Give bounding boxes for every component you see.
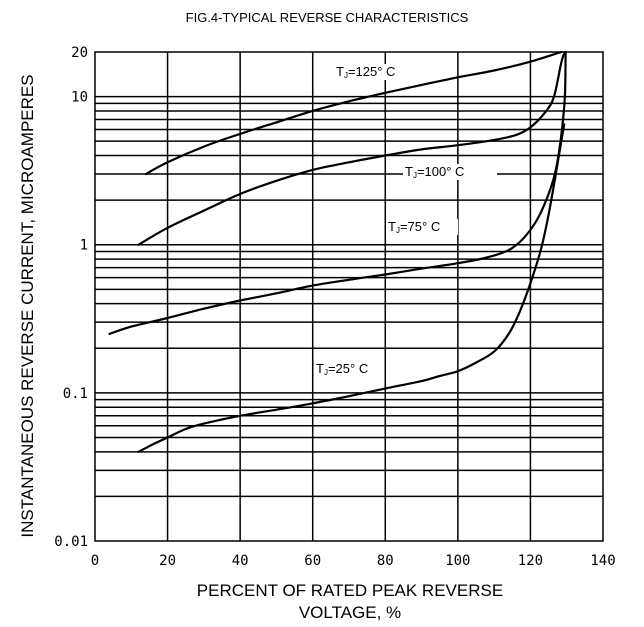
y-tick-labels: 20 10 1 0.1 0.01: [54, 45, 88, 550]
x-tick-label: 40: [232, 553, 249, 569]
y-tick-label: 10: [71, 90, 88, 106]
curve-25c: [137, 123, 566, 453]
curve-label-background: [314, 361, 384, 377]
curve-label: TJ=75° C: [388, 219, 440, 235]
y-tick-label: 0.01: [54, 534, 88, 550]
curve-label: TJ=25° C: [316, 361, 368, 377]
curve-label-background: [386, 219, 458, 235]
x-axis-label-line1: PERCENT OF RATED PEAK REVERSE: [197, 581, 503, 600]
x-tick-label: 140: [590, 553, 615, 569]
x-tick-label: 120: [518, 553, 543, 569]
x-tick-label: 60: [304, 553, 321, 569]
x-tick-label: 0: [91, 553, 99, 569]
y-tick-label: 0.1: [63, 386, 88, 402]
curve-labels: TJ=125° C TJ=100° C TJ=75° C TJ=25° C: [314, 64, 497, 377]
curve-label-background: [334, 64, 440, 80]
x-tick-label: 80: [377, 553, 394, 569]
plot-frame: [94, 51, 604, 542]
curve-label: TJ=100° C: [405, 164, 464, 180]
x-tick-label: 20: [159, 553, 176, 569]
x-tick-label: 100: [445, 553, 470, 569]
curve-125c: [144, 50, 563, 176]
curve-100c: [137, 50, 566, 246]
curve-label-background: [403, 164, 497, 180]
chart-title: FIG.4-TYPICAL REVERSE CHARACTERISTICS: [186, 10, 469, 25]
y-axis-label: INSTANTANEOUS REVERSE CURRENT, MICROAMPE…: [18, 74, 37, 537]
x-axis-label-line2: VOLTAGE, %: [299, 603, 401, 622]
y-tick-label: 1: [80, 238, 88, 254]
curves: [108, 50, 567, 453]
y-tick-label: 20: [71, 45, 88, 61]
grid: [95, 52, 603, 541]
x-tick-labels: 0 20 40 60 80 100 120 140: [91, 553, 616, 569]
curve-75c: [108, 50, 567, 335]
curve-label: TJ=125° C: [336, 64, 395, 80]
